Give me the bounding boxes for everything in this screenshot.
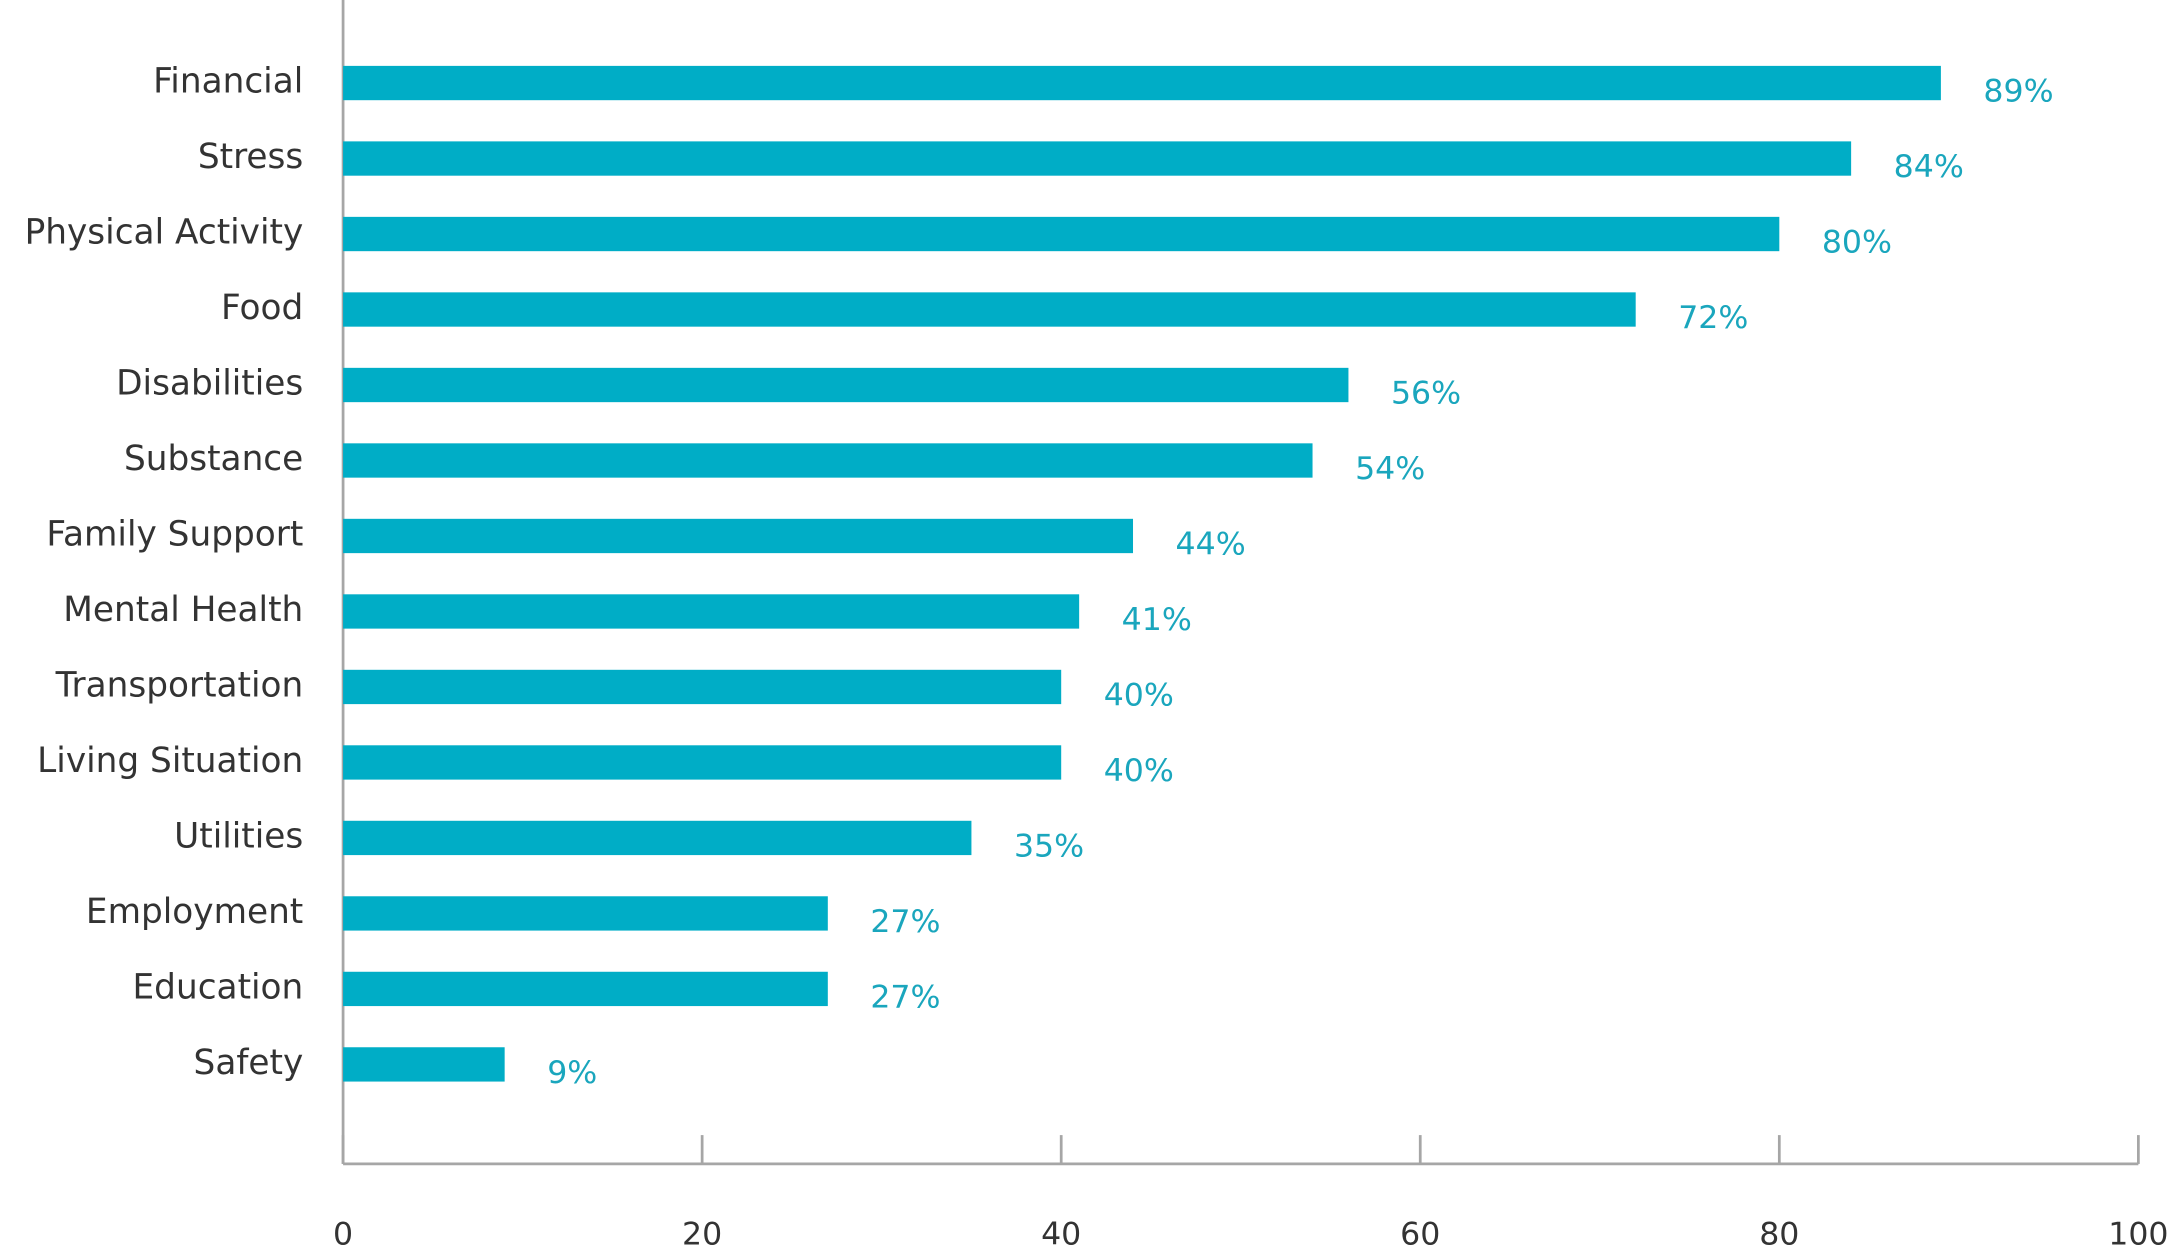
- value-label: 54%: [1355, 451, 1425, 487]
- y-tick-label: Employment: [86, 892, 303, 932]
- y-tick-label: Safety: [194, 1043, 304, 1083]
- bar: [343, 518, 1134, 554]
- value-label: 56%: [1391, 376, 1461, 412]
- value-label: 80%: [1822, 225, 1892, 261]
- x-tick-label: 40: [1041, 1216, 1081, 1252]
- y-tick-label: Physical Activity: [25, 213, 304, 253]
- bar: [343, 1047, 505, 1082]
- bar: [343, 594, 1080, 629]
- bar: [343, 669, 1062, 705]
- bar: [343, 292, 1636, 327]
- value-label: 9%: [547, 1055, 597, 1091]
- bar: [343, 745, 1062, 780]
- value-label: 40%: [1104, 753, 1174, 789]
- value-label: 84%: [1894, 149, 1964, 185]
- bar: [343, 820, 972, 856]
- value-label: 27%: [870, 980, 940, 1016]
- x-tick-label: 0: [333, 1216, 353, 1252]
- bar: [343, 216, 1780, 252]
- y-tick-label: Utilities: [174, 816, 303, 856]
- value-label: 41%: [1122, 602, 1192, 638]
- bar: [343, 443, 1313, 478]
- y-tick-label: Food: [221, 288, 303, 328]
- y-tick-label: Family Support: [46, 514, 303, 554]
- y-tick-label: Living Situation: [37, 741, 303, 781]
- y-tick-label: Stress: [198, 137, 303, 177]
- bar: [343, 141, 1852, 176]
- bar: [343, 367, 1349, 403]
- y-tick-label: Financial: [153, 62, 303, 102]
- x-tick-label: 80: [1759, 1216, 1799, 1252]
- y-tick-label: Disabilities: [116, 364, 303, 404]
- x-tick-label: 100: [2108, 1216, 2168, 1252]
- x-tick-label: 20: [682, 1216, 722, 1252]
- value-label: 89%: [1983, 74, 2053, 110]
- y-tick-label: Education: [133, 967, 304, 1007]
- bar: [343, 896, 828, 931]
- value-label: 27%: [870, 904, 940, 940]
- value-label: 35%: [1014, 829, 1084, 865]
- value-label: 40%: [1104, 678, 1174, 714]
- x-tick-label: 60: [1400, 1216, 1440, 1252]
- y-tick-label: Mental Health: [63, 590, 303, 630]
- y-tick-label: Transportation: [55, 665, 304, 705]
- value-label: 44%: [1176, 527, 1246, 563]
- value-label: 72%: [1678, 300, 1748, 336]
- bar: [343, 971, 828, 1007]
- bar: [343, 65, 1941, 101]
- y-tick-label: Substance: [124, 439, 303, 479]
